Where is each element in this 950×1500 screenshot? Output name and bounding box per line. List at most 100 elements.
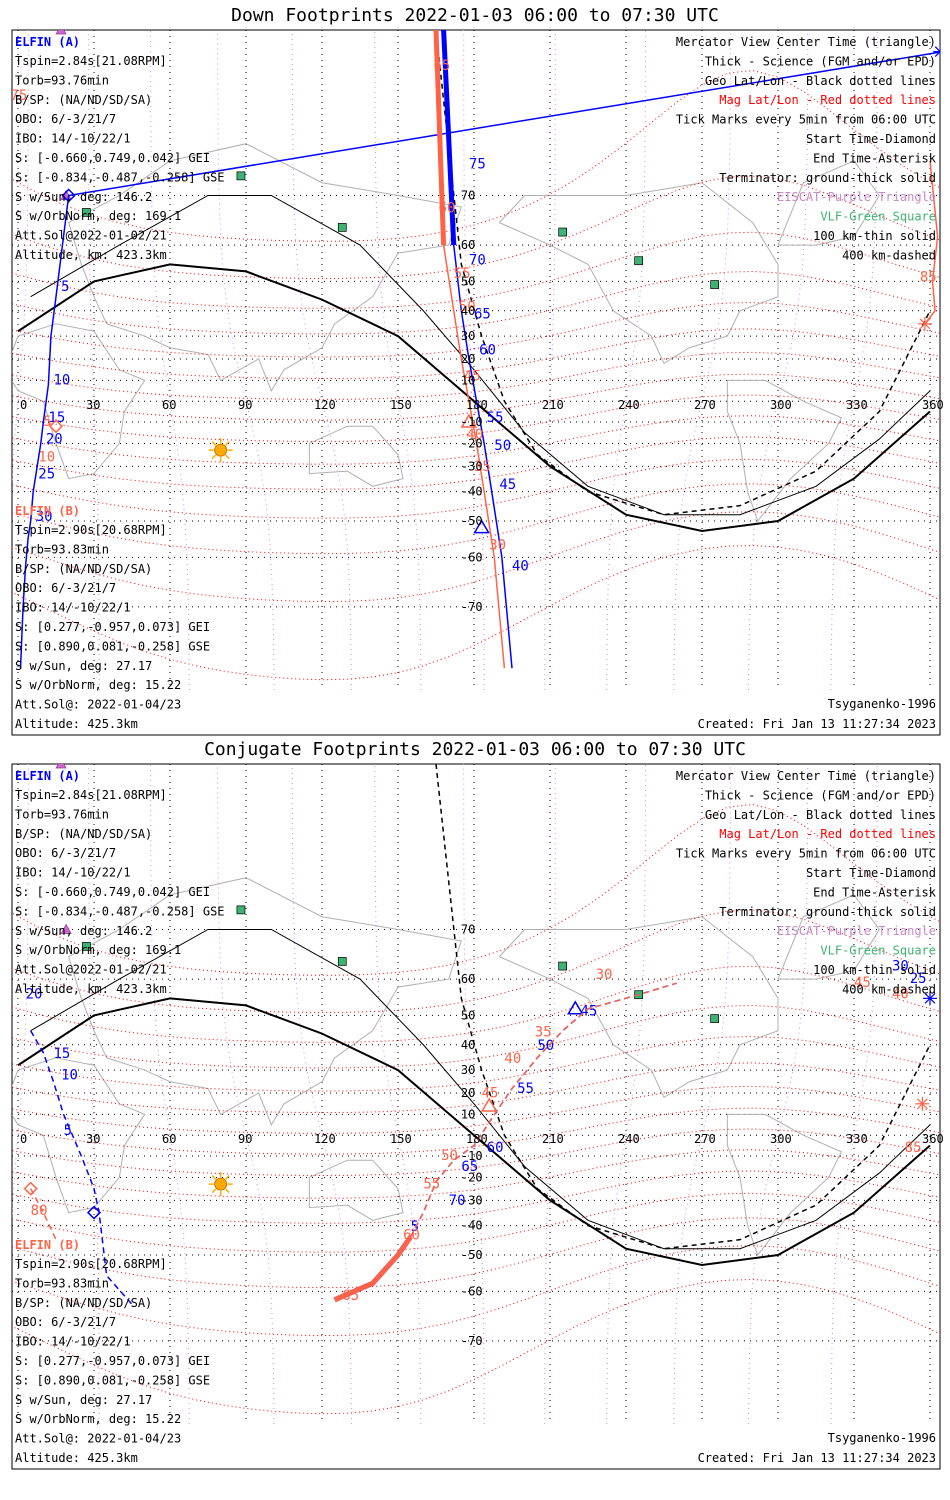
- lat-tick-label: 40: [461, 1038, 475, 1052]
- tick-label: 60: [487, 1140, 504, 1156]
- sat-b-info: S w/Sun, deg: 27.17: [15, 1393, 152, 1407]
- lat-tick-label: -10: [461, 415, 483, 429]
- vlf-square: [558, 961, 568, 971]
- lat-tick-label: -60: [461, 1284, 483, 1298]
- vlf-square: [337, 223, 347, 232]
- center-triangle: [460, 413, 478, 428]
- tick-label: 5: [64, 1123, 72, 1139]
- lon-tick-label: 0: [20, 398, 27, 412]
- coastline: [12, 1057, 146, 1214]
- mag-meridian: [463, 764, 485, 1424]
- legend-item: Start Time-Diamond: [806, 866, 936, 880]
- sat-b-info: Att.Sol@: 2022-01-04/23: [15, 1432, 181, 1446]
- legend-item: VLF-Green Square: [820, 944, 936, 958]
- legend-item: Geo Lat/Lon - Black dotted lines: [705, 74, 936, 88]
- legend-item: End Time-Asterisk: [813, 885, 937, 899]
- end-asterisk: [915, 1096, 930, 1111]
- sat-b-name: ELFIN (B): [15, 504, 80, 518]
- mag-parallel: [12, 458, 940, 519]
- down-footprints-chart: 8551015202530757065605550454075856560555…: [10, 29, 944, 736]
- science-b: [433, 30, 447, 246]
- lon-tick-label: 210: [542, 398, 564, 412]
- sat-b-info: Torb=93.83min: [15, 1276, 109, 1290]
- mag-meridian: [606, 30, 646, 690]
- mag-parallel: [12, 483, 940, 555]
- panel-frame: [11, 763, 941, 1470]
- vlf-square: [558, 227, 568, 237]
- mag-parallel: [12, 1170, 940, 1224]
- lon-tick-label: 240: [618, 398, 640, 412]
- legend-item: 400 km-dashed: [842, 248, 936, 262]
- lon-tick-label: 150: [390, 398, 412, 412]
- model-label: Tsyganenko-1996: [828, 1431, 936, 1445]
- lon-tick-label: 240: [618, 1132, 640, 1146]
- sat-b-info: S w/OrbNorm, deg: 15.22: [15, 1412, 181, 1426]
- sat-b-info: OBO: 6/-3/21/7: [15, 581, 116, 595]
- track-a: [442, 30, 513, 669]
- center-triangle: [567, 1000, 584, 1015]
- tick-label: 65: [342, 1288, 359, 1304]
- tick-label: 45: [482, 1085, 499, 1101]
- tick-label: 55: [487, 410, 504, 426]
- tick-label: 65: [461, 1159, 478, 1175]
- sat-a-info: Tspin=2.84s[21.08RPM]: [15, 788, 167, 802]
- lon-tick-label: 30: [86, 1132, 100, 1146]
- mag-parallel: [12, 271, 940, 335]
- lon-tick-label: 60: [162, 398, 176, 412]
- legend-item: Start Time-Diamond: [806, 132, 936, 146]
- mag-meridian: [544, 30, 556, 690]
- lon-tick-label: 180: [466, 398, 488, 412]
- terminator-ground: [17, 997, 931, 1266]
- tick-label: 75: [10, 88, 27, 104]
- mag-parallel: [12, 328, 940, 380]
- sat-a-info: OBO: 6/-3/21/7: [15, 846, 116, 860]
- sat-a-info: S w/Sun, deg: 146.2: [15, 190, 152, 204]
- sat-a-info: IBO: 14/-10/22/1: [15, 132, 131, 146]
- tick-label: 60: [439, 200, 456, 216]
- coastline: [308, 425, 404, 487]
- sat-a-info: Att.Sol@2022-01-02/21: [15, 963, 167, 977]
- tick-label: 40: [512, 558, 529, 574]
- sat-b-info: B/SP: (NA/ND/SD/SA): [15, 562, 152, 576]
- tick-label: 10: [53, 373, 70, 389]
- vlf-square: [710, 280, 720, 289]
- legend-item: Geo Lat/Lon - Black dotted lines: [705, 808, 936, 822]
- lon-tick-label: 60: [162, 1132, 176, 1146]
- science-a: [441, 30, 457, 246]
- tick-label: 35: [474, 459, 491, 475]
- sat-a-info: Torb=93.76min: [15, 807, 109, 821]
- sat-b-info: S: [0.890,0.081,-0.258] GSE: [15, 639, 210, 653]
- sat-b-info: S: [0.277,-0.957,0.073] GEI: [15, 1354, 210, 1368]
- science-b: [333, 1235, 413, 1303]
- vlf-square: [82, 208, 91, 217]
- map-area: 8551015202530757065605550454075856560555…: [10, 30, 940, 690]
- vlf-square: [710, 1014, 720, 1023]
- lon-tick-label: 150: [390, 1132, 412, 1146]
- track-a-segment: [30, 1030, 133, 1305]
- tick-label: 50: [494, 438, 511, 454]
- lat-tick-label: 10: [461, 1107, 475, 1121]
- mag-parallel: [12, 1217, 940, 1289]
- legend-item: Mercator View Center Time (triangle): [676, 769, 936, 783]
- sat-a-info: IBO: 14/-10/22/1: [15, 866, 131, 880]
- lat-tick-label: 60: [461, 238, 475, 252]
- mag-parallel: [12, 965, 940, 1043]
- lat-tick-label: 20: [461, 352, 475, 366]
- vlf-square: [82, 942, 91, 951]
- lat-tick-label: 30: [461, 329, 475, 343]
- lon-tick-label: 270: [694, 398, 716, 412]
- coastline: [308, 1159, 404, 1221]
- mag-meridian: [88, 30, 100, 690]
- sat-a-info: S w/OrbNorm, deg: 169.1: [15, 943, 181, 957]
- vlf-square: [236, 171, 246, 181]
- lon-tick-label: 0: [20, 1132, 27, 1146]
- tick-label: 45: [854, 975, 871, 991]
- lon-tick-label: 360: [922, 398, 944, 412]
- tick-label: 75: [469, 157, 486, 173]
- tick-label: 20: [46, 431, 63, 447]
- mag-parallel: [12, 1279, 940, 1415]
- center-triangle: [480, 1097, 498, 1112]
- sat-b-info: IBO: 14/-10/22/1: [15, 1335, 131, 1349]
- lon-tick-label: 330: [846, 398, 868, 412]
- legend-item: Mag Lat/Lon - Red dotted lines: [719, 93, 936, 107]
